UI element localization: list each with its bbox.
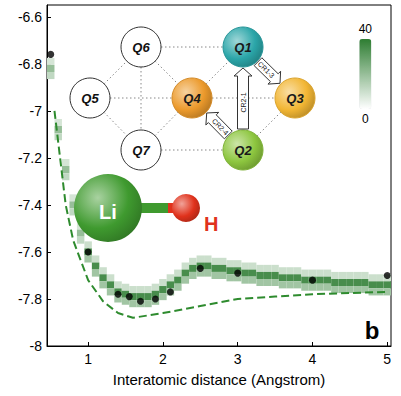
svg-text:Li: Li: [99, 201, 117, 223]
svg-text:Q4: Q4: [183, 91, 201, 106]
svg-text:CR2-4: CR2-4: [211, 117, 230, 136]
svg-text:-7.8: -7.8: [18, 291, 42, 307]
svg-text:Q6: Q6: [132, 40, 150, 55]
svg-text:5: 5: [383, 351, 391, 367]
svg-text:-6.8: -6.8: [18, 56, 42, 72]
svg-text:Q2: Q2: [234, 143, 252, 158]
svg-text:Interatomic distance (Angstrom: Interatomic distance (Angstrom): [113, 371, 326, 388]
svg-text:-6.6: -6.6: [18, 9, 42, 25]
svg-text:Q5: Q5: [81, 91, 99, 106]
svg-text:40: 40: [359, 22, 373, 36]
svg-text:CR1-3: CR1-3: [256, 60, 275, 79]
svg-text:Q1: Q1: [234, 40, 251, 55]
svg-text:4: 4: [309, 351, 317, 367]
svg-text:CR2-1: CR2-1: [240, 92, 247, 112]
svg-text:0: 0: [362, 112, 369, 126]
svg-text:H: H: [204, 213, 218, 235]
svg-text:Q3: Q3: [286, 91, 304, 106]
svg-text:3: 3: [234, 351, 242, 367]
svg-text:b: b: [365, 317, 380, 344]
svg-text:-7.4: -7.4: [18, 197, 42, 213]
svg-text:1: 1: [84, 351, 92, 367]
svg-text:-8: -8: [30, 338, 43, 354]
svg-text:2: 2: [159, 351, 167, 367]
svg-text:-7.2: -7.2: [18, 150, 42, 166]
svg-text:Q7: Q7: [132, 143, 150, 158]
svg-text:-7.6: -7.6: [18, 244, 42, 260]
svg-text:-7: -7: [30, 103, 43, 119]
